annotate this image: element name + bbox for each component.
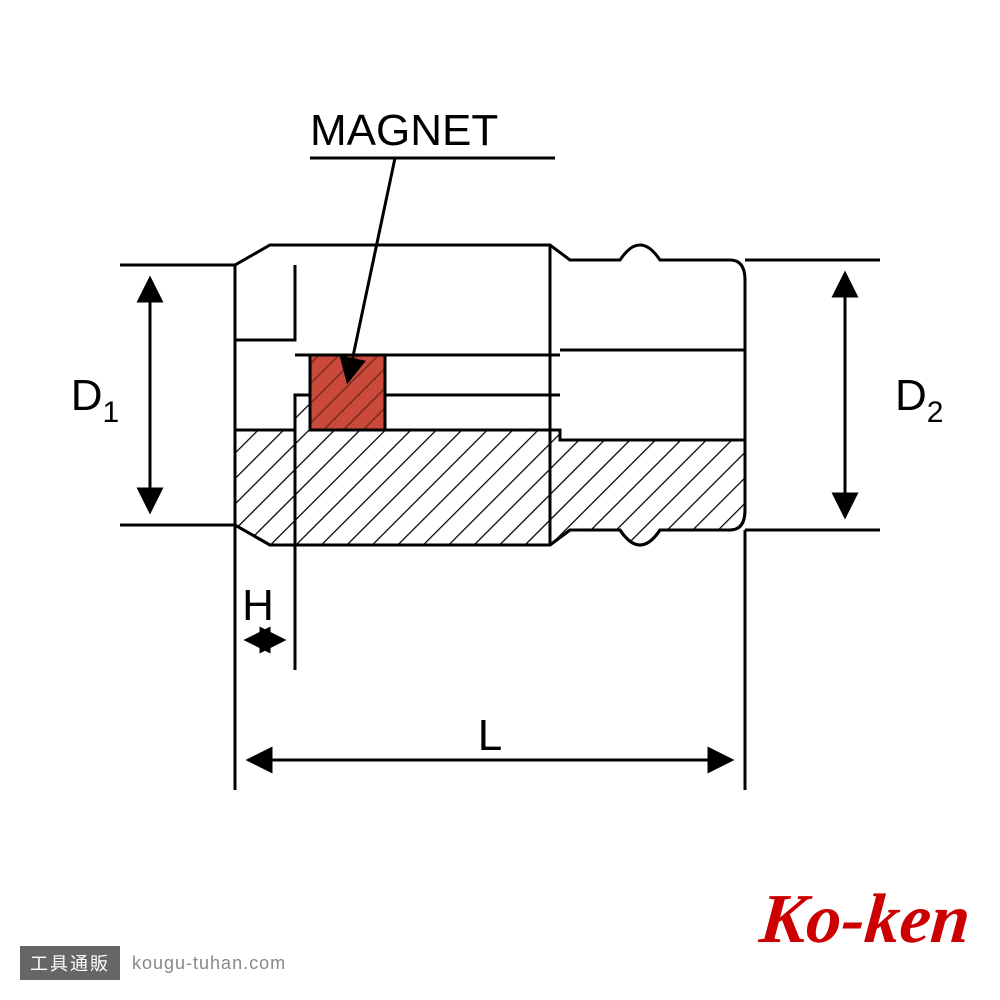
- brand-logo: Ko-ken: [757, 880, 974, 960]
- d2-label: D: [895, 371, 927, 420]
- dimension-d1: D1: [71, 265, 235, 525]
- magnet-block: [310, 355, 385, 430]
- svg-text:D2: D2: [895, 371, 943, 429]
- d1-label: D: [71, 371, 103, 420]
- h-label: H: [242, 581, 274, 630]
- footer-url: kougu-tuhan.com: [132, 953, 286, 974]
- dimension-d2: D2: [745, 260, 943, 530]
- d2-sub: 2: [927, 396, 944, 429]
- footer-badge: 工具通販: [20, 946, 120, 980]
- footer: 工具通販 kougu-tuhan.com: [20, 946, 286, 980]
- magnet-callout: MAGNET: [310, 106, 555, 380]
- magnet-label: MAGNET: [310, 106, 498, 155]
- dimension-l: L: [235, 530, 745, 790]
- svg-text:D1: D1: [71, 371, 119, 429]
- d1-sub: 1: [103, 396, 120, 429]
- technical-diagram: MAGNET D1 D2 H L: [0, 0, 1000, 1000]
- l-label: L: [478, 711, 502, 760]
